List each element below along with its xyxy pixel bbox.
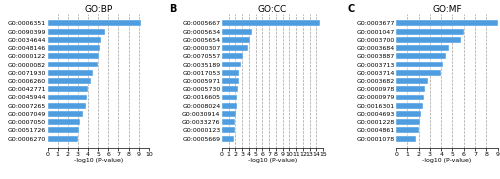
Bar bbox=[48, 111, 83, 117]
Bar bbox=[222, 86, 238, 92]
Bar bbox=[222, 119, 235, 125]
Bar bbox=[396, 20, 498, 26]
Bar bbox=[48, 70, 93, 76]
Bar bbox=[48, 103, 86, 109]
Bar bbox=[222, 45, 248, 51]
Bar bbox=[396, 45, 449, 51]
Bar bbox=[48, 86, 88, 92]
Bar bbox=[222, 70, 240, 76]
Bar bbox=[396, 37, 462, 43]
Bar bbox=[48, 78, 91, 84]
Title: GO:MF: GO:MF bbox=[432, 4, 462, 14]
Text: B: B bbox=[169, 4, 176, 14]
Bar bbox=[222, 37, 250, 43]
Bar bbox=[396, 95, 424, 100]
Text: C: C bbox=[348, 4, 355, 14]
Bar bbox=[396, 136, 416, 142]
Bar bbox=[48, 53, 99, 59]
Title: GO:BP: GO:BP bbox=[84, 4, 112, 14]
Bar bbox=[48, 136, 78, 142]
Bar bbox=[222, 20, 320, 26]
Bar bbox=[222, 95, 238, 100]
Bar bbox=[396, 111, 421, 117]
X-axis label: -log10 (P-value): -log10 (P-value) bbox=[422, 158, 472, 163]
Bar bbox=[48, 45, 100, 51]
Bar bbox=[222, 136, 234, 142]
Bar bbox=[48, 37, 101, 43]
Bar bbox=[48, 119, 80, 125]
Bar bbox=[222, 127, 234, 133]
Bar bbox=[396, 86, 426, 92]
Bar bbox=[48, 62, 98, 67]
Bar bbox=[396, 103, 423, 109]
Bar bbox=[48, 29, 106, 35]
Bar bbox=[222, 78, 238, 84]
Bar bbox=[396, 70, 441, 76]
Bar bbox=[396, 78, 428, 84]
Bar bbox=[48, 95, 87, 100]
Bar bbox=[222, 111, 236, 117]
Bar bbox=[48, 127, 79, 133]
Title: GO:CC: GO:CC bbox=[258, 4, 287, 14]
Bar bbox=[48, 20, 140, 26]
Bar bbox=[222, 53, 244, 59]
Bar bbox=[396, 29, 464, 35]
Bar bbox=[396, 53, 446, 59]
Bar bbox=[222, 62, 242, 67]
Bar bbox=[396, 127, 418, 133]
X-axis label: -log10 (P-value): -log10 (P-value) bbox=[74, 158, 123, 163]
Bar bbox=[396, 119, 420, 125]
Bar bbox=[396, 62, 444, 67]
Bar bbox=[222, 29, 252, 35]
Bar bbox=[222, 103, 236, 109]
X-axis label: -log10 (P-value): -log10 (P-value) bbox=[248, 158, 297, 163]
